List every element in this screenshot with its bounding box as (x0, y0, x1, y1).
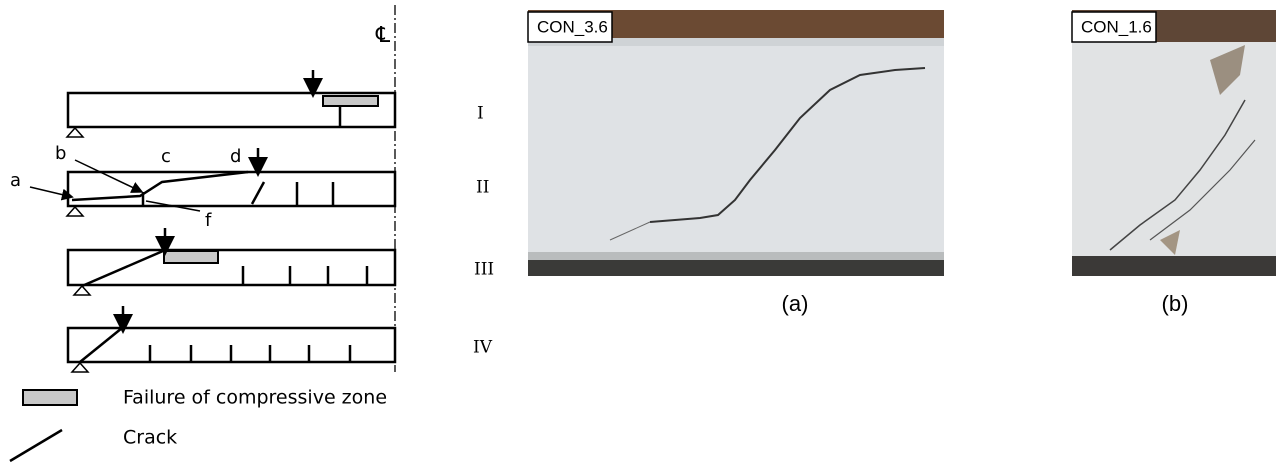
photo-b: CON_1.6 (1072, 10, 1276, 276)
centerline-symbol: ℄ (375, 23, 391, 48)
photo-tag: CON_3.6 (537, 17, 608, 36)
photo-a: CON_3.6 (528, 10, 944, 276)
point-label: d (230, 146, 241, 167)
beam-case-2 (30, 148, 395, 216)
point-label: c (161, 146, 171, 167)
figure: ℄ a b c d f (0, 0, 1276, 463)
beam-case-3 (68, 228, 395, 295)
point-label: a (10, 170, 21, 191)
case-label: III (474, 260, 494, 280)
photo-caption: (a) (782, 291, 809, 316)
point-label: b (55, 143, 66, 164)
beam-case-1 (67, 70, 395, 137)
case-label: II (476, 178, 489, 198)
legend-label: Failure of compressive zone (123, 387, 387, 409)
legend-zone-swatch (23, 390, 77, 405)
case-label: IV (473, 338, 493, 358)
point-label: f (205, 210, 212, 231)
photo-tag: CON_1.6 (1081, 17, 1152, 36)
case-label: I (477, 104, 484, 124)
beam-case-4 (68, 306, 395, 372)
legend-crack-swatch (10, 430, 62, 461)
legend-label: Crack (123, 427, 177, 449)
photo-caption: (b) (1162, 291, 1189, 316)
